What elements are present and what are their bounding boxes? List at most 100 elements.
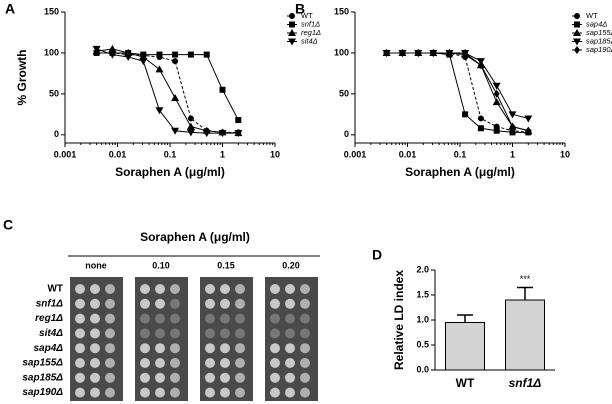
colony-spot	[270, 372, 280, 383]
colony-spot	[75, 387, 85, 398]
series-line	[386, 52, 529, 132]
marker	[171, 127, 180, 135]
x-tick-label: 1	[510, 149, 515, 159]
marker	[477, 125, 484, 132]
colony-spot	[220, 328, 230, 339]
colony-spot	[170, 372, 180, 383]
y-tick-label: 150	[334, 6, 349, 16]
colony-spot	[155, 387, 165, 398]
colony-spot	[285, 358, 295, 368]
marker	[186, 129, 195, 137]
y-tick-label: 1.5	[416, 289, 429, 299]
row-label: sap155Δ	[22, 358, 63, 369]
x-tick-label: 0.01	[109, 149, 127, 159]
marker	[171, 93, 180, 101]
legend-label: sit4Δ	[301, 36, 318, 45]
colony-spot	[300, 358, 310, 368]
colony-spot	[155, 372, 165, 383]
column-label: 0.20	[282, 260, 300, 270]
marker	[219, 86, 226, 93]
colony-spot	[75, 328, 85, 339]
y-tick-label: 0.5	[416, 339, 429, 349]
marker	[383, 48, 390, 57]
panel-label: C	[3, 217, 13, 233]
colony-spot	[140, 313, 150, 324]
colony-spot	[300, 298, 310, 309]
legend-label: sap155Δ	[586, 28, 612, 37]
row-label: WT	[47, 284, 63, 295]
colony-spot	[90, 358, 100, 368]
x-tick-label: WT	[456, 376, 475, 390]
marker	[172, 51, 179, 58]
colony-spot	[270, 358, 280, 368]
legend-label: sap190Δ	[586, 45, 612, 54]
colony-spot	[170, 298, 180, 309]
colony-spot	[285, 328, 295, 339]
colony-spot	[235, 284, 245, 294]
legend-marker	[574, 21, 580, 28]
marker	[509, 122, 516, 131]
colony-spot	[235, 372, 245, 383]
marker	[508, 111, 517, 119]
bar	[505, 299, 545, 371]
y-tick-label: 50	[49, 88, 59, 98]
marker	[492, 82, 501, 90]
colony-spot	[105, 313, 115, 324]
colony-spot	[155, 343, 165, 354]
x-axis-label: Soraphen A (μg/ml)	[115, 165, 225, 179]
legend-marker	[289, 21, 295, 28]
colony-spot	[285, 313, 295, 324]
colony-spot	[90, 313, 100, 324]
colony-spot	[270, 387, 280, 398]
colony-spot	[155, 313, 165, 324]
legend-marker	[574, 46, 580, 54]
marker	[234, 130, 243, 138]
colony-spot	[140, 358, 150, 368]
colony-spot	[205, 372, 215, 383]
x-tick-label: 10	[270, 149, 280, 159]
marker	[156, 51, 163, 58]
column-label: 0.15	[217, 260, 235, 270]
colony-spot	[220, 298, 230, 309]
colony-spot	[235, 328, 245, 339]
legend-marker	[288, 29, 296, 36]
colony-spot	[270, 343, 280, 354]
colony-spot	[285, 387, 295, 398]
colony-spot	[285, 343, 295, 354]
marker	[155, 107, 164, 115]
colony-spot	[285, 284, 295, 294]
x-tick-label: 0.01	[399, 149, 417, 159]
x-tick-label: 0.1	[454, 149, 467, 159]
colony-spot	[90, 372, 100, 383]
marker	[203, 51, 210, 58]
marker	[430, 48, 437, 57]
y-axis-label: % Growth	[15, 50, 29, 106]
colony-spot	[105, 387, 115, 398]
marker	[124, 54, 133, 62]
colony-spot	[170, 328, 180, 339]
colony-spot	[90, 343, 100, 354]
y-tick-label: 0	[344, 129, 349, 139]
colony-spot	[235, 313, 245, 324]
marker	[139, 58, 148, 66]
legend-label: snf1Δ	[301, 19, 320, 28]
series-line	[96, 52, 239, 121]
marker	[235, 117, 242, 124]
colony-spot	[140, 284, 150, 294]
y-tick-label: 100	[44, 47, 59, 57]
row-label: reg1Δ	[35, 313, 63, 324]
colony-spot	[235, 387, 245, 398]
legend-marker	[289, 13, 295, 19]
colony-spot	[270, 284, 280, 294]
colony-spot	[205, 284, 215, 294]
colony-spot	[90, 284, 100, 294]
colony-spot	[220, 387, 230, 398]
marker	[108, 51, 117, 59]
colony-spot	[220, 358, 230, 368]
row-label: sap185Δ	[22, 372, 63, 383]
colony-spot	[75, 358, 85, 368]
marker	[492, 98, 501, 106]
colony-spot	[105, 358, 115, 368]
y-tick-label: 50	[339, 88, 349, 98]
